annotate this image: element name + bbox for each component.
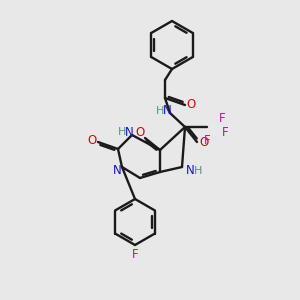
Text: N: N: [163, 104, 171, 118]
Text: O: O: [186, 98, 196, 112]
Text: N: N: [124, 125, 134, 139]
Text: H: H: [118, 127, 126, 137]
Text: N: N: [112, 164, 122, 178]
Text: O: O: [135, 125, 145, 139]
Text: O: O: [200, 136, 208, 149]
Text: F: F: [204, 134, 210, 146]
Text: H: H: [156, 106, 164, 116]
Text: F: F: [132, 248, 138, 260]
Text: F: F: [222, 125, 228, 139]
Text: N: N: [186, 164, 194, 178]
Text: H: H: [194, 166, 202, 176]
Text: F: F: [219, 112, 225, 124]
Text: O: O: [87, 134, 97, 148]
